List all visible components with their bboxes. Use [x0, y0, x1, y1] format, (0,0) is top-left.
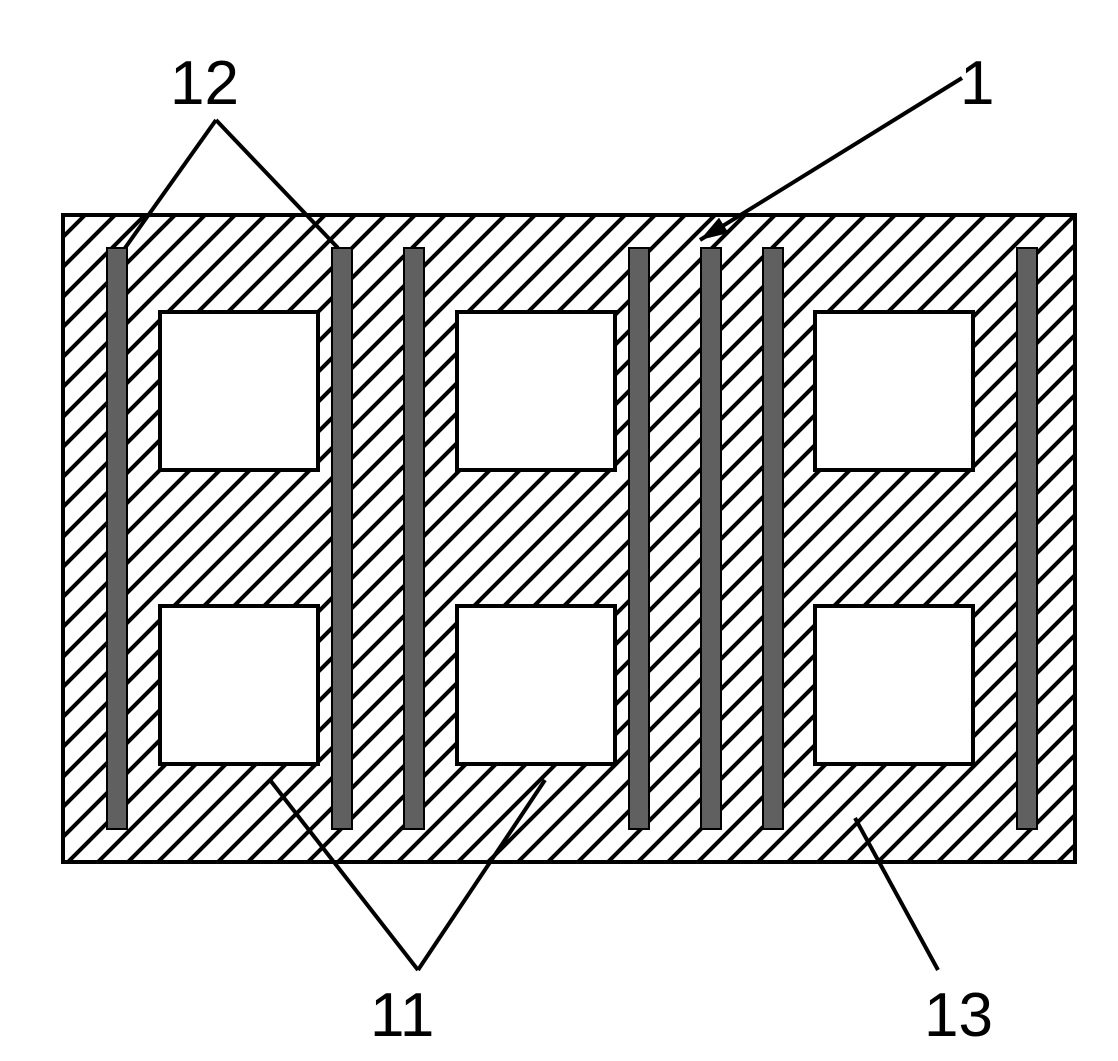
label-11: 11 [370, 980, 434, 1051]
square-opening [457, 606, 615, 764]
square-opening [457, 312, 615, 470]
square-opening [160, 312, 318, 470]
vertical-bar [763, 248, 783, 829]
label-1: 1 [960, 48, 994, 119]
vertical-bar [332, 248, 352, 829]
vertical-bar [1017, 248, 1037, 829]
label-13: 13 [924, 980, 993, 1051]
square-opening [815, 312, 973, 470]
square-opening [160, 606, 318, 764]
diagram-svg [0, 0, 1118, 1061]
square-opening [815, 606, 973, 764]
figure-canvas: 1 12 11 13 [0, 0, 1118, 1061]
vertical-bar [404, 248, 424, 829]
label-12: 12 [170, 48, 239, 119]
vertical-bar [629, 248, 649, 829]
vertical-bar [701, 248, 721, 829]
vertical-bar [107, 248, 127, 829]
